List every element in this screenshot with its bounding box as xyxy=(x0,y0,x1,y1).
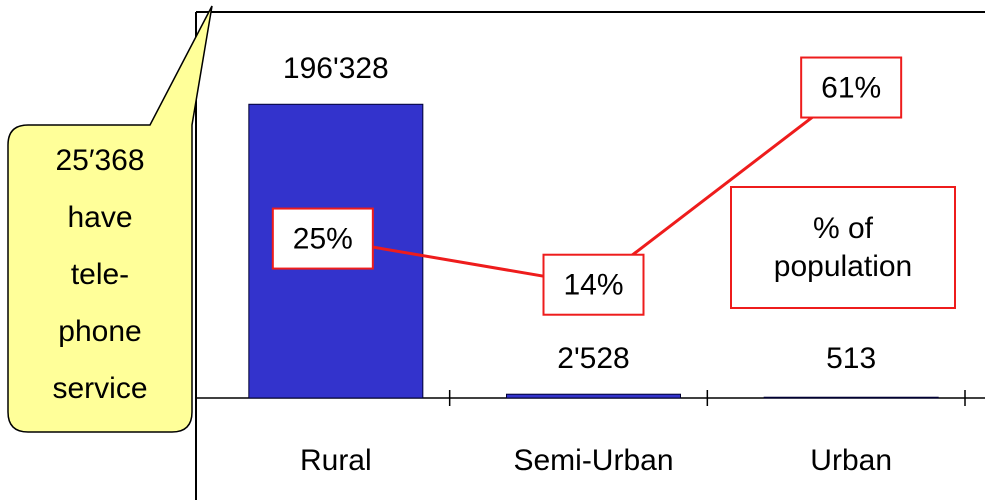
x-tick-label: Rural xyxy=(300,444,372,477)
value-label: 61% xyxy=(821,71,881,104)
value-label: 14% xyxy=(563,269,623,302)
callout-text: phone xyxy=(58,315,141,348)
value-label-box xyxy=(271,207,374,270)
value-label-box xyxy=(800,56,903,119)
callout-text: tele- xyxy=(71,258,129,291)
value-label-box xyxy=(542,253,645,316)
legend-box: % of population xyxy=(730,186,956,309)
value-label: 25% xyxy=(293,222,353,255)
bar xyxy=(506,393,681,399)
callout-text: have xyxy=(67,201,132,234)
bar xyxy=(763,396,939,399)
x-tick-label: Urban xyxy=(810,444,892,477)
value-label: 2'528 xyxy=(557,342,629,375)
callout-text: service xyxy=(52,372,147,405)
callout-text: 25′368 xyxy=(55,144,144,177)
x-tick-label: Semi-Urban xyxy=(513,444,673,477)
value-label: 196'328 xyxy=(283,52,389,85)
callout xyxy=(7,5,213,433)
value-label: 513 xyxy=(826,342,876,375)
